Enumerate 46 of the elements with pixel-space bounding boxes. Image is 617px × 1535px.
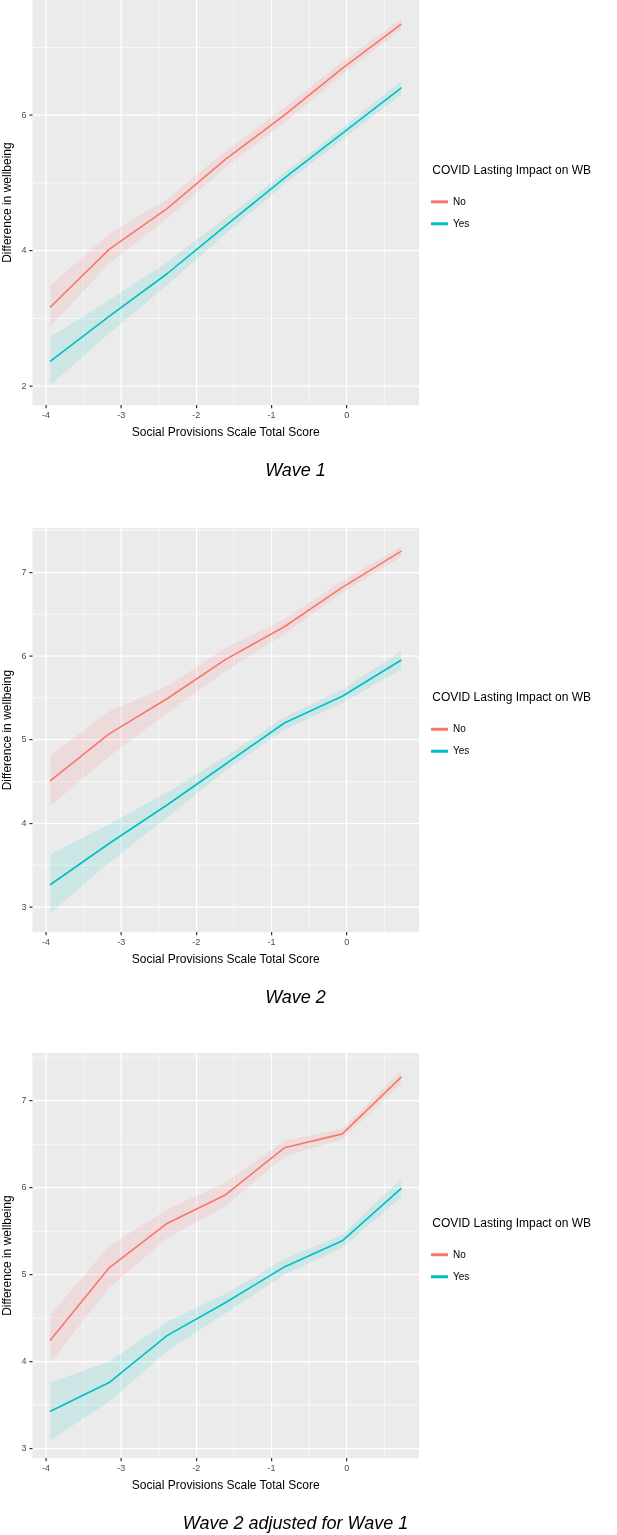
text: Wave 1	[265, 460, 326, 481]
y-axis-title: Difference in wellbeing	[0, 142, 14, 263]
x-tick-label: -2	[192, 937, 201, 948]
x-tick-label: -4	[41, 410, 50, 421]
y-tick-label: 3	[21, 901, 27, 912]
legend-label: Yes	[453, 745, 470, 757]
y-tick-label: 4	[21, 245, 27, 256]
y-tick-label: 4	[21, 817, 27, 828]
legend-title: COVID Lasting Impact on WB	[432, 690, 591, 705]
y-tick-label: 5	[21, 734, 27, 745]
x-tick-label: -2	[192, 1463, 201, 1474]
y-tick-label: 2	[21, 380, 27, 391]
legend-label: Yes	[453, 217, 470, 229]
x-tick-label: -4	[41, 1463, 50, 1474]
x-tick-label: 0	[344, 937, 350, 948]
x-tick-label: -3	[117, 410, 126, 421]
x-tick-label: 0	[344, 410, 350, 421]
y-tick-label: 5	[21, 1269, 27, 1280]
legend-label: No	[453, 1248, 467, 1260]
y-tick-label: 7	[21, 566, 27, 577]
text: Wave 2 adjusted for Wave 1	[182, 1513, 409, 1534]
legend-label: Yes	[453, 1270, 470, 1282]
x-tick-label: 0	[344, 1463, 350, 1474]
legend-label: No	[453, 195, 467, 207]
x-tick-label: -4	[41, 937, 50, 948]
y-tick-label: 6	[21, 1182, 27, 1193]
x-tick-label: -3	[117, 1463, 126, 1474]
y-tick-label: 7	[21, 1095, 27, 1106]
x-axis-title: Social Provisions Scale Total Score	[131, 1477, 320, 1492]
x-axis-title: Social Provisions Scale Total Score	[131, 424, 320, 439]
legend-title: COVID Lasting Impact on WB	[432, 162, 591, 177]
x-tick-label: -1	[267, 410, 276, 421]
legend-label: No	[453, 723, 467, 735]
text: Wave 2	[265, 987, 326, 1008]
x-tick-label: -2	[192, 410, 201, 421]
legend-title: COVID Lasting Impact on WB	[432, 1215, 591, 1230]
y-tick-label: 6	[21, 650, 27, 661]
y-tick-label: 4	[21, 1356, 27, 1367]
y-axis-title: Difference in wellbeing	[0, 669, 14, 791]
x-tick-label: -3	[117, 937, 126, 948]
y-axis-title: Difference in wellbeing	[0, 1195, 14, 1316]
x-axis-title: Social Provisions Scale Total Score	[131, 951, 320, 966]
x-tick-label: -1	[267, 937, 276, 948]
y-tick-label: 6	[21, 109, 27, 120]
x-tick-label: -1	[267, 1463, 276, 1474]
y-tick-label: 3	[21, 1443, 27, 1454]
